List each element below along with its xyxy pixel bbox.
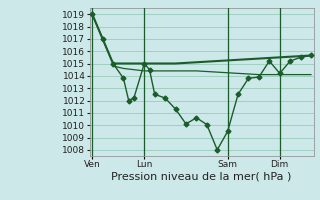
X-axis label: Pression niveau de la mer( hPa ): Pression niveau de la mer( hPa )	[111, 172, 292, 182]
